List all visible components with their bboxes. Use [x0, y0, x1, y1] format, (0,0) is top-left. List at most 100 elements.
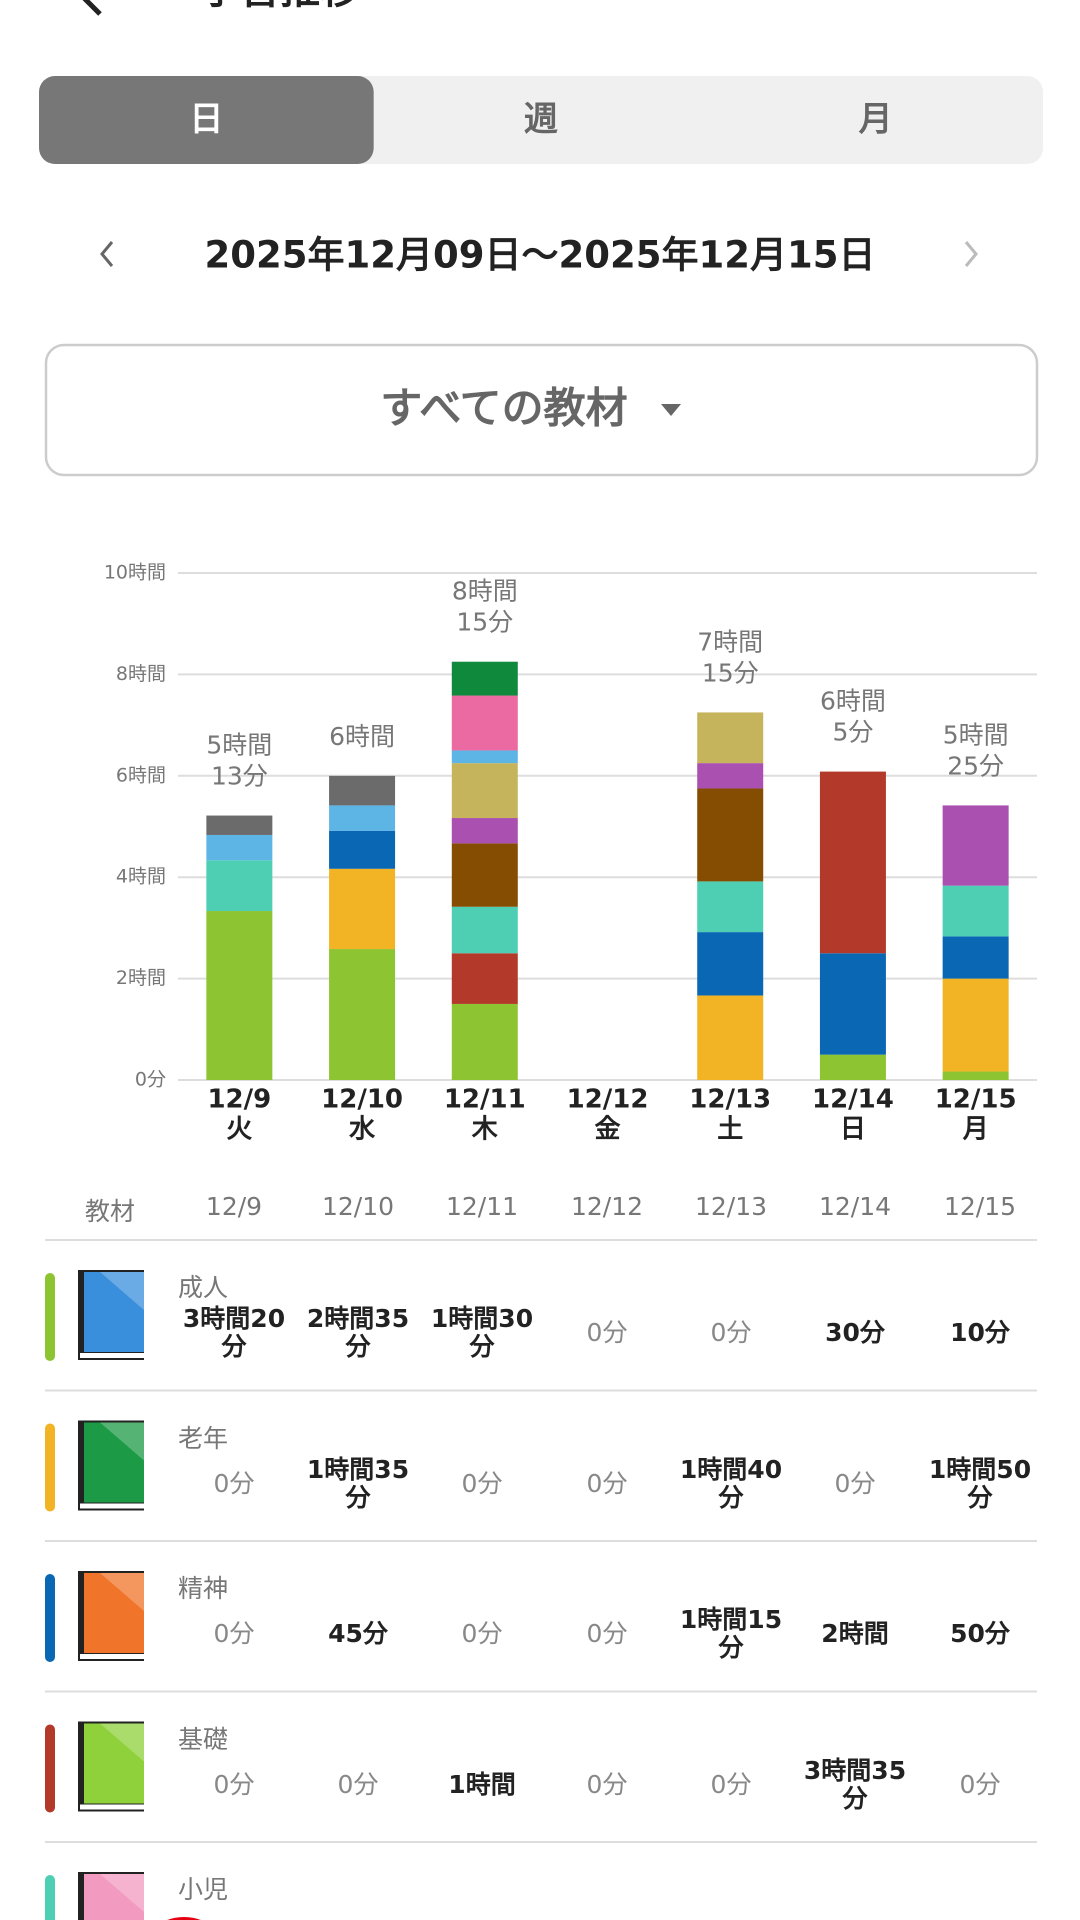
bar-segment [697, 712, 764, 764]
book-cover [84, 1422, 144, 1503]
bar-segment [819, 953, 886, 1055]
x-weekday-label: 日 [840, 1115, 866, 1145]
book-cover [84, 1874, 144, 1920]
bar-segment [451, 750, 518, 764]
book-shine [100, 1573, 144, 1611]
x-weekday-label: 火 [226, 1115, 252, 1145]
row-color-bar [45, 1273, 55, 1361]
bar-segment [329, 868, 396, 950]
book-shine [100, 1874, 144, 1912]
bar-segment [819, 1054, 886, 1080]
cell: 1時間40分 [679, 1454, 783, 1512]
total-label: 15分 [456, 608, 513, 637]
cell: 1時間50分 [928, 1454, 1032, 1512]
cell: 0分 [834, 1468, 876, 1498]
table-header: 12/12 [570, 1192, 644, 1221]
book-cover [84, 1573, 144, 1653]
y-tick-label: 10時間 [104, 562, 166, 584]
book-pages [80, 1353, 144, 1358]
cell: 1時間15分 [679, 1605, 783, 1662]
page-title: 学習推移 [200, 0, 360, 13]
table-header: 12/11 [445, 1192, 519, 1221]
tab-label: 日 [189, 100, 223, 140]
table-header: 12/13 [694, 1192, 768, 1221]
row-name: 小児 [178, 1875, 229, 1904]
cell: 0分 [586, 1619, 628, 1648]
x-weekday-label: 金 [594, 1115, 620, 1145]
tab-label: 週 [524, 100, 558, 140]
x-weekday-label: 水 [348, 1115, 376, 1145]
row-name: 成人 [178, 1273, 229, 1302]
bar-segment [942, 805, 1009, 886]
y-tick-label: 8時間 [116, 663, 166, 685]
cell: 0分 [586, 1769, 628, 1799]
bar-segment [451, 695, 518, 751]
total-label: 7時間 [697, 627, 763, 656]
bar-segment [697, 763, 764, 789]
filter-label: すべての教材 [380, 384, 627, 433]
row-name: 基礎 [178, 1724, 229, 1754]
bar-segment [206, 815, 273, 835]
cell: 0分 [461, 1619, 503, 1648]
total-label: 6時間 [820, 687, 886, 716]
tab-selected[interactable] [39, 76, 374, 164]
cell: 30分 [825, 1318, 885, 1347]
row-color-bar [45, 1574, 55, 1662]
y-tick-label: 6時間 [116, 764, 166, 786]
prev-week[interactable] [100, 241, 114, 267]
cell: 1時間 [448, 1769, 516, 1799]
row-name: 老年 [178, 1423, 229, 1453]
table-header: 12/15 [943, 1192, 1017, 1221]
x-tick-label: 12/10 [321, 1085, 403, 1115]
bar-segment [451, 661, 518, 696]
cell: 0分 [959, 1769, 1001, 1799]
ad-logo [167, 1917, 201, 1920]
bar-segment [697, 788, 764, 882]
cell: 2時間 [821, 1619, 889, 1648]
total-label: 15分 [702, 658, 759, 687]
bar-segment [329, 805, 396, 831]
dropdown-arrow [661, 404, 681, 416]
cell: 3時間35分 [803, 1755, 907, 1813]
y-tick-label: 0分 [135, 1069, 166, 1091]
cell: 1時間30分 [430, 1304, 534, 1361]
book-shine [100, 1422, 144, 1461]
bar-segment [451, 906, 518, 954]
total-label: 5時間 [943, 720, 1009, 749]
cell: 1時間35分 [306, 1454, 410, 1512]
y-tick-label: 2時間 [116, 967, 166, 989]
bar-segment [206, 860, 273, 912]
total-label: 8時間 [452, 577, 518, 606]
tab-label: 月 [859, 100, 893, 140]
bar-segment [819, 771, 886, 954]
filter-dropdown[interactable] [44, 343, 1039, 477]
table-header: 12/10 [321, 1192, 395, 1221]
book-shine [100, 1272, 144, 1310]
table-header: 教材 [84, 1197, 135, 1226]
back-button[interactable] [82, 0, 102, 16]
bar-segment [697, 995, 764, 1080]
x-tick-label: 12/15 [935, 1085, 1017, 1115]
total-label: 5分 [832, 718, 873, 747]
bar-segment [942, 936, 1009, 979]
bar-segment [697, 881, 764, 933]
total-label: 25分 [947, 751, 1004, 780]
cell: 50分 [950, 1619, 1010, 1648]
next-week[interactable] [964, 241, 978, 267]
cell: 45分 [328, 1619, 388, 1648]
bar-segment [206, 911, 273, 1080]
x-tick-label: 12/12 [567, 1085, 649, 1115]
cell: 0分 [710, 1769, 752, 1799]
x-tick-label: 12/13 [689, 1085, 771, 1115]
bar-segment [942, 1071, 1009, 1080]
cell: 2時間35分 [306, 1304, 410, 1361]
book-pages [80, 1804, 144, 1810]
cell: 0分 [337, 1769, 379, 1799]
date-range: 2025年12月09日〜2025年12月15日 [205, 234, 876, 277]
table-header: 12/9 [205, 1192, 263, 1221]
y-tick-label: 4時間 [116, 866, 166, 888]
cell: 0分 [586, 1468, 628, 1498]
bar-segment [942, 885, 1009, 937]
